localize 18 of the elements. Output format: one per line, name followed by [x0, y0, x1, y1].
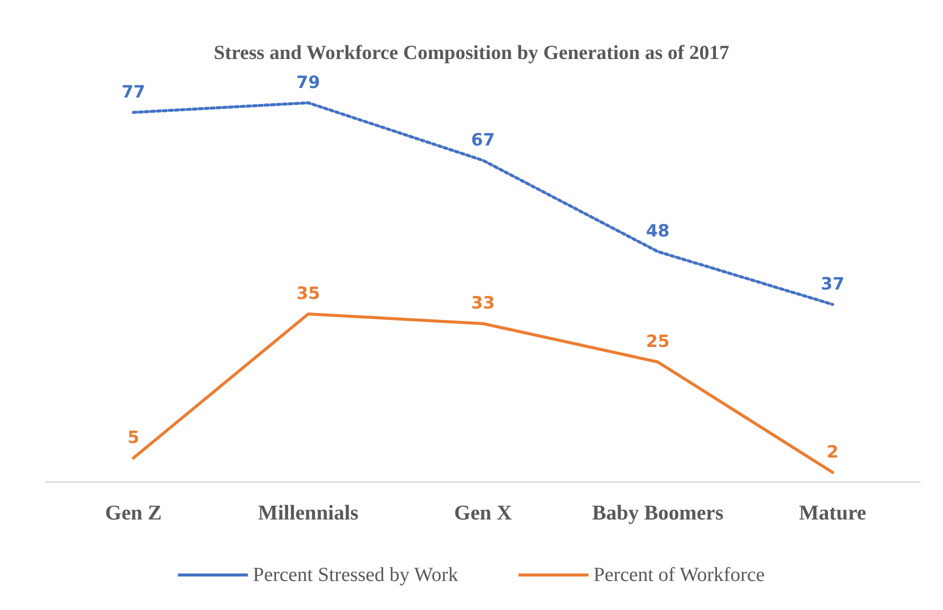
chart-title: Stress and Workforce Composition by Generation as of 2017	[214, 42, 730, 64]
x-tick-label: Baby Boomers	[592, 500, 724, 524]
x-tick-label: Gen X	[454, 500, 512, 524]
data-label: 33	[471, 294, 495, 314]
legend-label: Percent Stressed by Work	[252, 564, 458, 586]
data-label: 35	[296, 284, 320, 304]
data-label: 25	[646, 332, 670, 352]
legend-label: Percent of Workforce	[593, 564, 765, 586]
data-label: 37	[820, 274, 844, 294]
data-label: 2	[826, 442, 839, 462]
data-label: 79	[296, 72, 320, 93]
x-tick-label: Mature	[798, 500, 866, 524]
data-label: 67	[471, 130, 495, 150]
data-label: 77	[122, 82, 146, 102]
x-tick-label: Gen Z	[105, 500, 162, 524]
data-label: 48	[646, 222, 670, 242]
x-tick-label: Millennials	[258, 500, 358, 524]
data-label: 5	[127, 428, 140, 448]
